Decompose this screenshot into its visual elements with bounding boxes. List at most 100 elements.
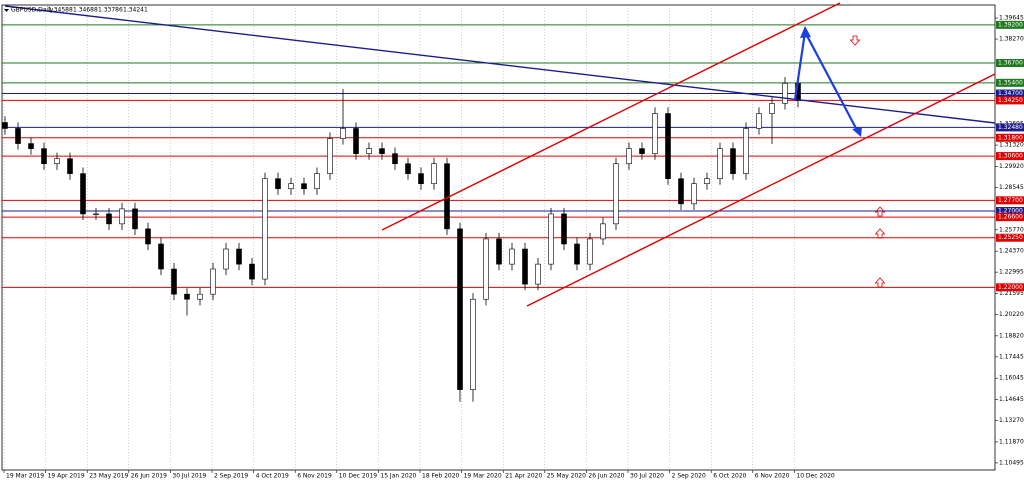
symbol-icon xyxy=(4,9,9,12)
candle-body xyxy=(587,238,593,265)
level-tag xyxy=(996,78,1024,87)
candle-body xyxy=(665,113,671,179)
candle-body xyxy=(639,148,645,154)
candle-body xyxy=(132,208,138,230)
y-tick-label: 1.16045 xyxy=(999,375,1024,382)
candle-body xyxy=(496,238,502,265)
x-tick-label: 10 Dec 2020 xyxy=(796,473,835,480)
level-label: 1.22000 xyxy=(998,284,1023,291)
header-price: 1.34241 xyxy=(123,7,148,14)
arrow-head xyxy=(852,127,862,137)
candle-body xyxy=(327,138,333,174)
y-tick-label: 1.24370 xyxy=(999,248,1024,255)
candle-body xyxy=(54,158,60,165)
y-tick-label: 1.38270 xyxy=(999,36,1024,43)
x-tick-label: 25 May 2020 xyxy=(547,473,586,480)
level-tag xyxy=(996,96,1024,105)
candle-body xyxy=(184,293,190,300)
x-tick-label: 6 Nov 2020 xyxy=(755,473,790,480)
candle-body xyxy=(236,248,242,265)
trend-line xyxy=(4,5,996,124)
candle-body xyxy=(691,183,697,205)
candle-body xyxy=(392,153,398,165)
x-tick-label: 19 Apr 2019 xyxy=(48,473,85,480)
y-tick-label: 1.17445 xyxy=(999,353,1024,360)
candle-body xyxy=(353,128,359,154)
level-label: 1.36700 xyxy=(998,59,1023,66)
candle-body xyxy=(522,248,528,285)
level-label: 1.27700 xyxy=(998,197,1023,204)
level-tag xyxy=(996,133,1024,142)
candle-body xyxy=(145,228,151,245)
y-tick-label: 1.39645 xyxy=(999,15,1024,22)
x-tick-label: 6 Nov 2019 xyxy=(297,473,332,480)
x-tick-label: 2 Sep 2019 xyxy=(214,473,248,480)
x-tick-label: 19 Mar 2020 xyxy=(464,473,502,480)
candle-body xyxy=(80,173,86,215)
candle-body xyxy=(574,243,580,265)
y-tick-label: 1.10495 xyxy=(999,459,1024,466)
candle-body xyxy=(561,213,567,245)
y-tick-label: 1.13270 xyxy=(999,417,1024,424)
header-price: 1.34688 xyxy=(73,7,98,14)
x-tick-label: 15 Jan 2020 xyxy=(380,473,416,480)
drawings xyxy=(4,2,996,307)
level-label: 1.30600 xyxy=(998,153,1023,160)
y-tick-label: 1.21595 xyxy=(999,290,1024,297)
y-tick-label: 1.22995 xyxy=(999,269,1024,276)
x-tick-label: 30 Jul 2019 xyxy=(172,473,206,480)
y-tick-label: 1.11870 xyxy=(999,438,1024,445)
candle-body xyxy=(600,223,606,240)
level-label: 1.31800 xyxy=(998,134,1023,141)
candle-body xyxy=(366,148,372,154)
header-price: 1.34588 xyxy=(48,7,73,14)
level-tag xyxy=(996,89,1024,98)
x-tick-label: 19 Mar 2019 xyxy=(6,473,44,480)
level-label: 1.25250 xyxy=(998,234,1023,241)
candle-body xyxy=(730,148,736,174)
candle-body xyxy=(210,268,216,295)
x-tick-label: 26 Jun 2019 xyxy=(131,473,167,480)
level-tag xyxy=(996,283,1024,292)
candle-body xyxy=(613,163,619,225)
candle-body xyxy=(301,183,307,190)
level-tag xyxy=(996,233,1024,242)
candle-body xyxy=(262,178,268,280)
channel-lower xyxy=(526,73,996,307)
candle-body xyxy=(249,263,255,280)
header-price: 1.33786 xyxy=(98,7,123,14)
level-tag xyxy=(996,207,1024,216)
candle-body xyxy=(119,208,125,225)
candle-body xyxy=(379,148,385,154)
candle-body xyxy=(223,248,229,270)
candle-body xyxy=(15,128,21,144)
y-tick-label: 1.25770 xyxy=(999,226,1024,233)
y-tick-label: 1.14645 xyxy=(999,396,1024,403)
candle-body xyxy=(314,173,320,190)
candle-body xyxy=(483,238,489,300)
y-tick-label: 1.29920 xyxy=(999,163,1024,170)
level-tag xyxy=(996,196,1024,205)
candle-body xyxy=(106,213,112,225)
candle-body xyxy=(288,183,294,190)
up-icon xyxy=(874,206,886,217)
candle-body xyxy=(41,148,47,165)
x-tick-label: 18 Feb 2020 xyxy=(422,473,460,480)
level-tag xyxy=(996,213,1024,222)
candle-body xyxy=(405,163,411,174)
candle-body xyxy=(626,148,632,165)
level-label: 1.26600 xyxy=(998,214,1023,221)
up-icon xyxy=(874,228,886,239)
candle-body xyxy=(782,82,788,104)
level-label: 1.34250 xyxy=(998,97,1023,104)
candle-body xyxy=(678,178,684,205)
candle-body xyxy=(509,248,515,265)
candle-body xyxy=(340,128,346,139)
level-tag xyxy=(996,152,1024,161)
y-tick-label: 1.28545 xyxy=(999,184,1024,191)
y-tick-label: 1.31320 xyxy=(999,142,1024,149)
x-tick-label: 4 Oct 2019 xyxy=(256,473,289,480)
candle-body xyxy=(275,178,281,190)
x-tick-label: 10 Dec 2019 xyxy=(339,473,378,480)
